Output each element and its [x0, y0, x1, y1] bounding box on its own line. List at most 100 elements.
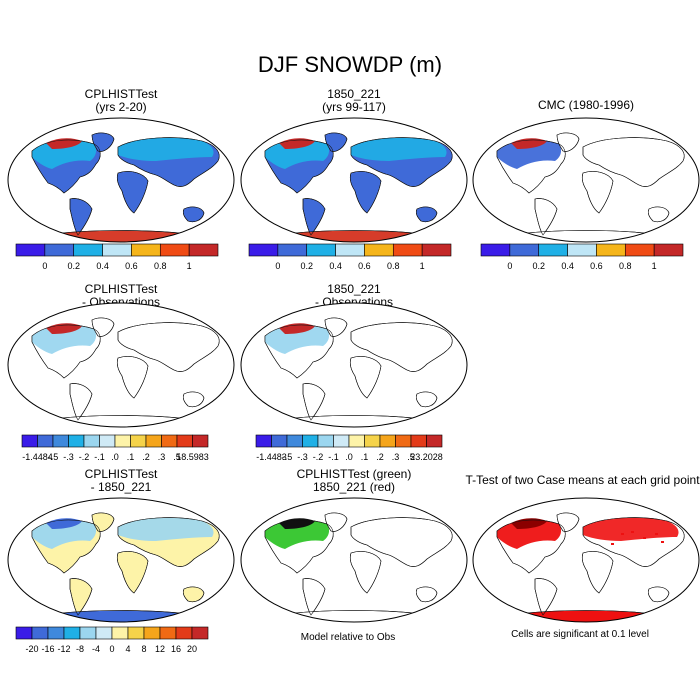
colorbar-swatch [95, 626, 113, 640]
colorbar-tick-label: 4 [125, 644, 130, 654]
map-border [240, 117, 468, 243]
colorbar-swatch [277, 243, 308, 257]
colorbar-tick-label: 1 [187, 261, 192, 271]
significant-cell [631, 531, 634, 533]
colorbar-tick-label: 0.6 [358, 261, 371, 271]
colorbar-swatch [317, 434, 334, 448]
colorbar-swatch [653, 243, 684, 257]
colorbar-swatch [271, 434, 288, 448]
colorbar-swatch [102, 243, 132, 257]
colorbar-swatch [63, 626, 81, 640]
snow-belt-namerica [32, 139, 97, 169]
panel-title-3: CMC (1980-1996) [471, 99, 700, 112]
snow-belt-eurasia [583, 517, 679, 541]
panel-title-line: 1850_221 (red) [312, 480, 396, 494]
colorbar-tick-label: .1 [127, 452, 135, 462]
colorbar-swatch [509, 243, 540, 257]
colorbar-swatch [175, 626, 193, 640]
colorbar-swatch [421, 243, 452, 257]
colorbar-tick-label: -.5 [48, 452, 59, 462]
colorbar-tick-label: -1.4483 [256, 452, 287, 462]
colorbar-tick-label: -.2 [79, 452, 90, 462]
colorbar-swatch [538, 243, 568, 257]
map-panel-8 [472, 497, 700, 623]
colorbar-tick-label: -.2 [313, 452, 324, 462]
colorbar-swatch [191, 626, 209, 640]
snow-belt-namerica [32, 324, 97, 354]
snow-belt-eurasia [351, 137, 447, 161]
colorbar-swatch [348, 434, 365, 448]
panel-title-1: CPLHISTTest (yrs 2-20) [6, 88, 236, 114]
colorbar-tick-label: -20 [25, 644, 38, 654]
colorbar-swatch [47, 626, 65, 640]
panel-title-line: CPLHISTTest [84, 282, 158, 296]
colorbar-tick-label: 23.2028 [410, 452, 443, 462]
snow-belt-namerica [497, 519, 562, 549]
panel-title-line: T-Test of two Case means at each grid po… [465, 473, 700, 487]
colorbar-tick-label: .2 [376, 452, 384, 462]
map-border [7, 302, 235, 428]
colorbar-6: -20 -16 -12 -8 -4 0 4 8 12 16 20 [15, 626, 209, 654]
colorbar-swatch [15, 626, 33, 640]
colorbar-swatch [410, 434, 427, 448]
colorbar-tick-label: 0.2 [300, 261, 313, 271]
colorbar-swatch [159, 626, 177, 640]
colorbar-tick-label: .2 [142, 452, 150, 462]
colorbar-tick-label: 0.6 [590, 261, 603, 271]
snow-belt-namerica [32, 519, 97, 549]
snow-belt-namerica [265, 139, 330, 169]
colorbar-tick-label: 16 [171, 644, 181, 654]
colorbar-swatch [143, 626, 161, 640]
panel-title-6: CPLHISTTest - 1850_221 [6, 468, 236, 494]
colorbar-swatch [192, 434, 209, 448]
colorbar-tick-label: .1 [361, 452, 369, 462]
panel-title-line: (yrs 99-117) [322, 100, 386, 114]
significant-cell [611, 543, 614, 545]
colorbar-swatch [176, 434, 193, 448]
map-panel-6 [7, 497, 235, 623]
colorbar-swatch [31, 626, 49, 640]
colorbar-tick-label: -4 [92, 644, 100, 654]
colorbar-swatch [306, 243, 336, 257]
colorbar-swatch [596, 243, 626, 257]
map-panel-1 [7, 117, 235, 243]
colorbar-tick-label: 0.2 [67, 261, 80, 271]
figure-title: DJF SNOWDP (m) [257, 52, 443, 77]
colorbar-tick-label: -.5 [282, 452, 293, 462]
colorbar-swatch [130, 434, 147, 448]
colorbar-swatch [364, 243, 394, 257]
colorbar-tick-label: 8 [141, 644, 146, 654]
colorbar-swatch [127, 626, 145, 640]
colorbar-swatch [395, 434, 412, 448]
colorbar-tick-label: -.3 [63, 452, 74, 462]
colorbar-2: 0 0.2 0.4 0.6 0.8 1 [248, 243, 452, 271]
colorbar-swatch [52, 434, 69, 448]
map-panel-7 [240, 497, 468, 623]
colorbar-swatch [111, 626, 129, 640]
map-panel-4 [7, 302, 235, 428]
colorbar-tick-label: -.1 [328, 452, 339, 462]
colorbar-tick-label: -16 [41, 644, 54, 654]
colorbar-swatch [73, 243, 103, 257]
colorbar-swatch [480, 243, 511, 257]
colorbar-tick-label: 0 [109, 644, 114, 654]
map-panel-2 [240, 117, 468, 243]
map-border [240, 497, 468, 623]
panel-title-line: - 1850_221 [90, 480, 152, 494]
colorbar-swatch [83, 434, 100, 448]
panel-title-line: (yrs 2-20) [95, 100, 147, 114]
panel-title-8: T-Test of two Case means at each grid po… [465, 474, 700, 487]
colorbar-5: -1.4483-.5 -.3 -.2 -.1 .0 .1 .2 .3 .523.2028 [255, 434, 443, 462]
colorbar-tick-label: 1 [652, 261, 657, 271]
snow-belt-namerica [265, 324, 330, 354]
colorbar-tick-label: 12 [155, 644, 165, 654]
snow-belt-namerica [265, 519, 330, 549]
colorbar-swatch [68, 434, 85, 448]
panel-title-7: CPLHISTTest (green) 1850_221 (red) [239, 468, 469, 494]
colorbar-tick-label: 0.8 [154, 261, 167, 271]
colorbar-4: -1.4484-.5 -.3 -.2 -.1 .0 .1 .2 .3 .518.5983 [21, 434, 209, 462]
colorbar-tick-label: -.1 [94, 452, 105, 462]
map-panel-3 [472, 117, 700, 243]
colorbar-swatch [392, 243, 423, 257]
colorbar-3: 0 0.2 0.4 0.6 0.8 1 [480, 243, 684, 271]
